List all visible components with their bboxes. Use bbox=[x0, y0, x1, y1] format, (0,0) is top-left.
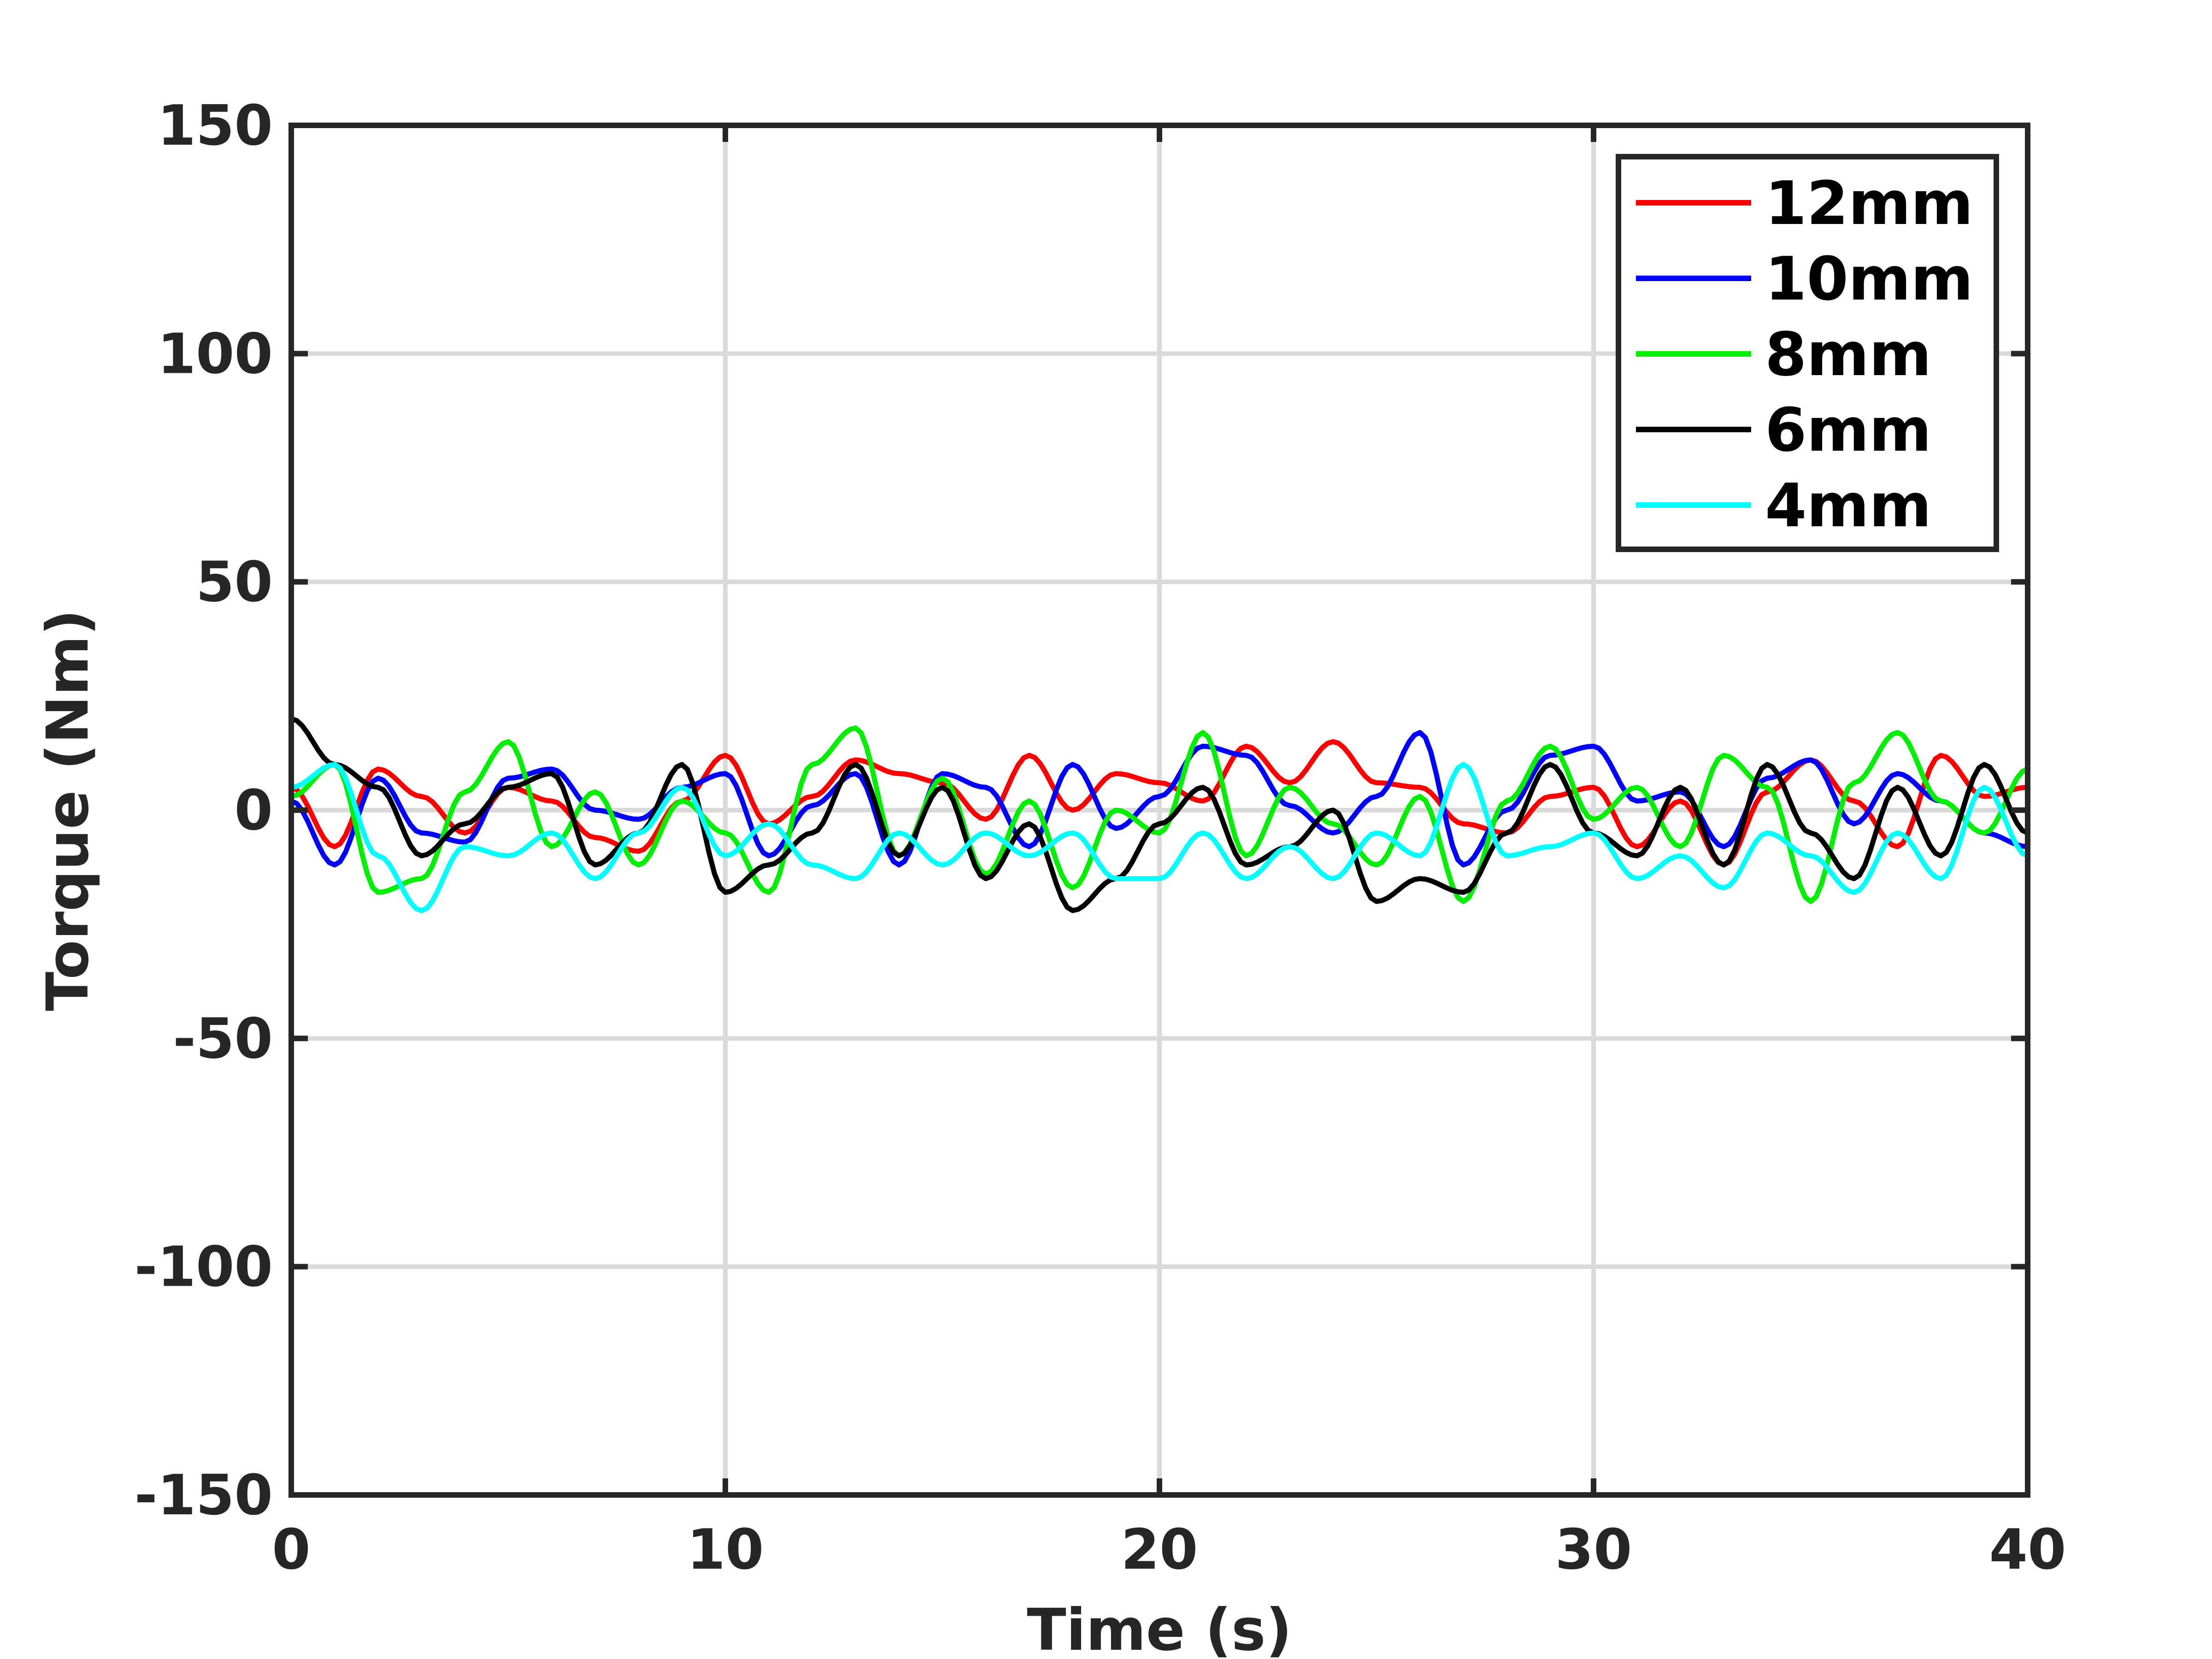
y-axis-label: Torque (Nm) bbox=[35, 609, 101, 1011]
x-tick-label: 20 bbox=[1121, 1518, 1198, 1582]
y-tick-label: -100 bbox=[135, 1235, 273, 1300]
tick-labels: 0 10 20 30 40 150 100 50 0 -50 -100 -150 bbox=[135, 94, 2066, 1582]
series-group bbox=[290, 716, 2029, 913]
y-tick-label: 150 bbox=[158, 94, 273, 158]
y-tick-label: 100 bbox=[158, 322, 273, 386]
legend-label-10mm: 10mm bbox=[1765, 244, 1973, 314]
series-line-6mm bbox=[290, 716, 2029, 913]
ticks bbox=[288, 123, 2030, 1498]
legend-label-4mm: 4mm bbox=[1765, 471, 1931, 541]
y-tick-label: -150 bbox=[135, 1464, 273, 1528]
y-tick-label: 0 bbox=[235, 779, 273, 843]
x-tick-label: 0 bbox=[272, 1518, 311, 1582]
legend-label-12mm: 12mm bbox=[1765, 168, 1973, 238]
legend-label-8mm: 8mm bbox=[1765, 319, 1931, 389]
x-tick-label: 10 bbox=[687, 1518, 764, 1582]
legend-label-6mm: 6mm bbox=[1765, 395, 1931, 465]
series-line-4mm bbox=[291, 762, 2029, 913]
series-line-10mm bbox=[290, 730, 2028, 868]
y-tick-label: -50 bbox=[173, 1007, 273, 1071]
y-tick-label: 50 bbox=[196, 551, 273, 615]
x-tick-label: 30 bbox=[1555, 1518, 1632, 1582]
x-tick-label: 40 bbox=[1989, 1518, 2066, 1582]
x-axis-label: Time (s) bbox=[1027, 1597, 1292, 1659]
series-line-8mm bbox=[290, 725, 2029, 904]
